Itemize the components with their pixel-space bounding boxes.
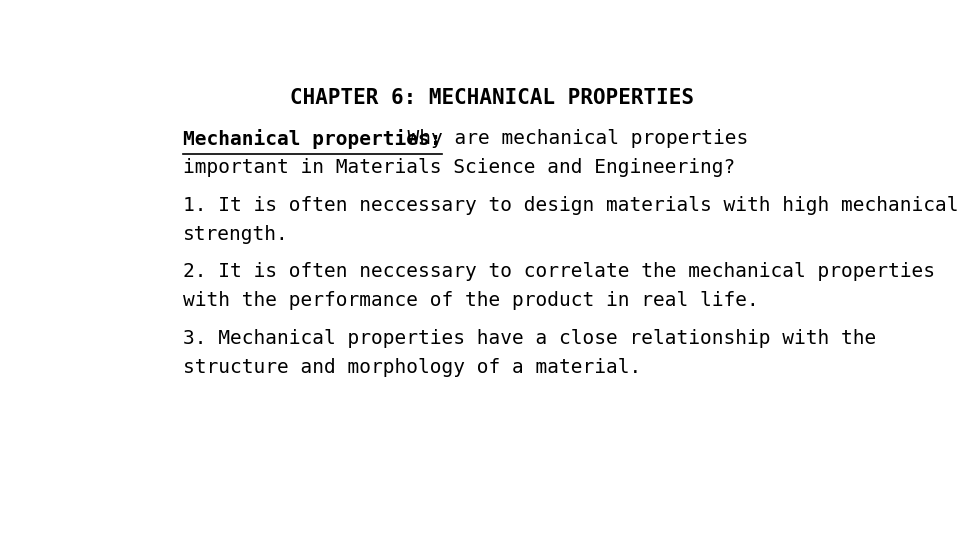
Text: CHAPTER 6: MECHANICAL PROPERTIES: CHAPTER 6: MECHANICAL PROPERTIES [290,87,694,107]
Text: 1. It is often neccessary to design materials with high mechanical: 1. It is often neccessary to design mate… [183,196,959,215]
Text: strength.: strength. [183,225,289,244]
Text: 3. Mechanical properties have a close relationship with the: 3. Mechanical properties have a close re… [183,329,876,348]
Text: with the performance of the product in real life.: with the performance of the product in r… [183,292,759,310]
Text: important in Materials Science and Engineering?: important in Materials Science and Engin… [183,158,735,177]
Text: Why are mechanical properties: Why are mechanical properties [384,129,748,149]
Text: 2. It is often neccessary to correlate the mechanical properties: 2. It is often neccessary to correlate t… [183,262,935,281]
Text: structure and morphology of a material.: structure and morphology of a material. [183,358,641,377]
Text: Mechanical properties:: Mechanical properties: [183,129,442,149]
